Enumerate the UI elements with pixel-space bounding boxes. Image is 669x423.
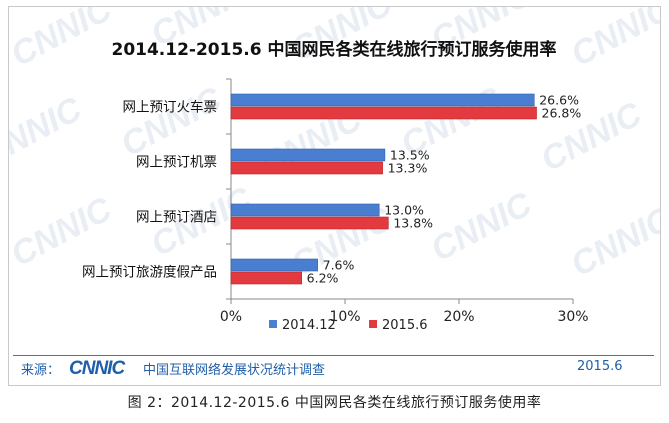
category-label: 网上预订酒店 — [136, 210, 217, 226]
bar-value-label: 13.0% — [384, 203, 424, 218]
bar-2014.12 — [230, 148, 386, 162]
bar-value-label: 7.6% — [323, 258, 355, 273]
bar-value-label: 13.8% — [393, 216, 433, 231]
chart-frame: CNNIC CNNIC CNNIC CNNIC CNNIC CNNIC CNNIC CNNIC… — [8, 6, 661, 386]
source-label: 来源： — [21, 363, 61, 378]
bar-2015.6 — [230, 161, 383, 175]
x-tick-label: 10% — [329, 309, 360, 325]
bar-2014.12 — [230, 258, 318, 272]
legend-label: 2015.6 — [382, 318, 428, 333]
bar-value-label: 26.8% — [542, 106, 582, 121]
bar-chart: 2014.12-2015.6 中国网民各类在线旅行预订服务使用率 0% 10% 20%… — [82, 39, 589, 333]
x-tick-label: 0% — [220, 309, 242, 325]
chart-title: 2014.12-2015.6 中国网民各类在线旅行预订服务使用率 — [111, 39, 556, 60]
source-org: 中国互联网络发展状况统计调查 — [143, 363, 326, 378]
category-label: 网上预订机票 — [136, 155, 217, 171]
category-label: 网上预订火车票 — [123, 99, 218, 116]
bar-value-label: 13.3% — [388, 161, 428, 176]
cnnic-logo: CNNIC — [69, 358, 126, 377]
source-date: 2015.6 — [577, 359, 623, 374]
bar-2015.6 — [230, 216, 389, 230]
legend-swatch — [369, 320, 377, 328]
category-label: 网上预订旅游度假产品 — [82, 265, 217, 281]
bar-value-label: 26.6% — [539, 93, 579, 108]
bar-value-label: 13.5% — [390, 148, 430, 163]
x-tick-label: 20% — [443, 309, 474, 325]
legend-label: 2014.12 — [282, 318, 336, 333]
bar-2014.12 — [230, 203, 380, 217]
bar-2014.12 — [230, 93, 535, 107]
x-tick-label: 30% — [557, 309, 588, 325]
bar-value-label: 6.2% — [307, 271, 339, 286]
legend-swatch — [269, 320, 277, 328]
figure-caption: 图 2：2014.12-2015.6 中国网民各类在线旅行预订服务使用率 — [127, 395, 542, 411]
bar-2015.6 — [230, 106, 537, 120]
source-divider — [13, 355, 654, 356]
bar-2015.6 — [230, 271, 302, 285]
logo-text: CNNIC — [69, 358, 125, 377]
